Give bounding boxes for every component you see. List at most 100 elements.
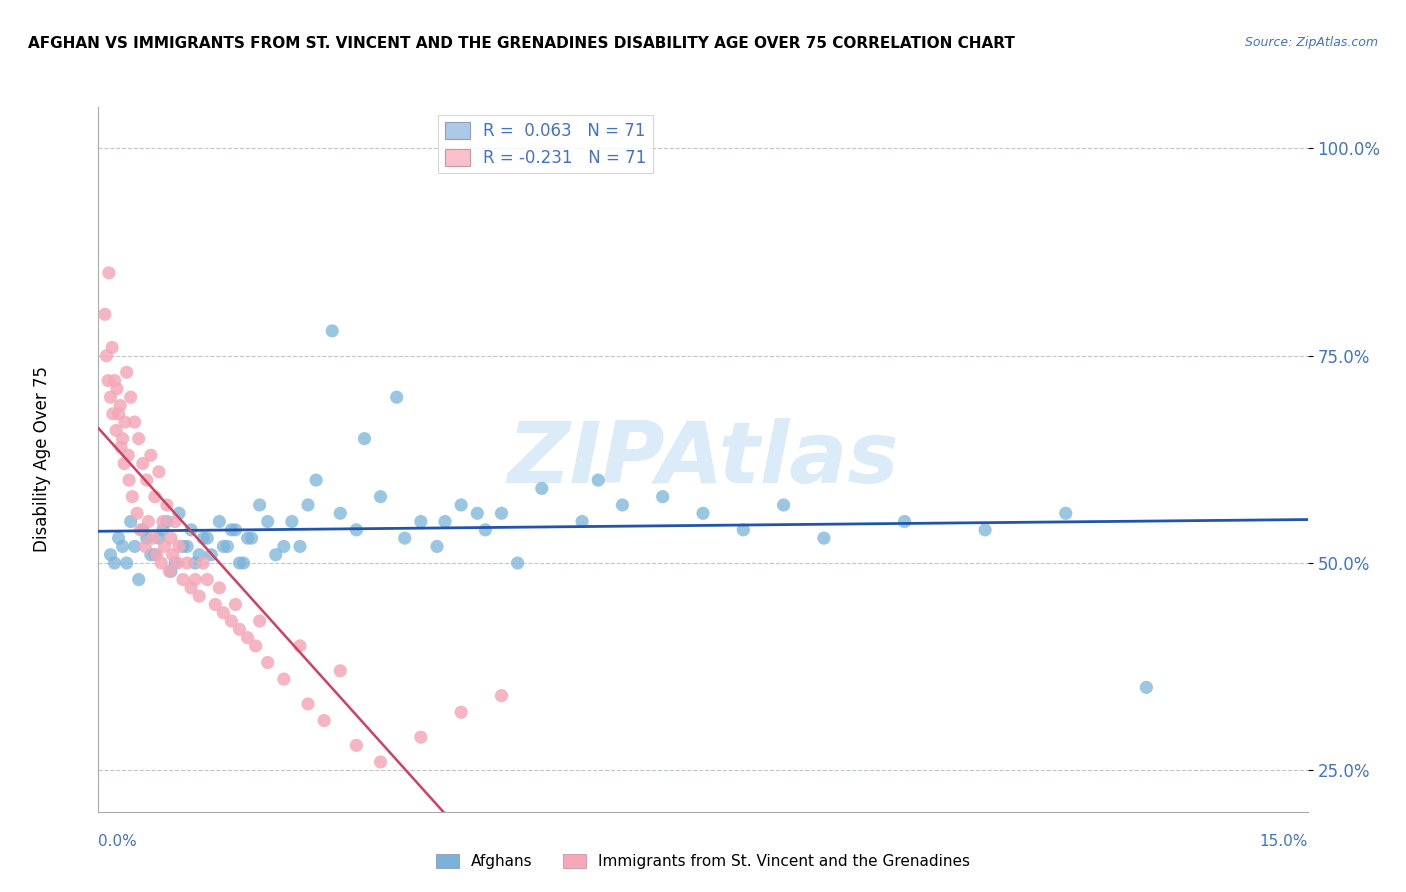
Point: [974, 523, 997, 537]
Point: [100, 548, 122, 562]
Point: [228, 556, 250, 570]
Point: [409, 730, 432, 744]
Point: [138, 515, 160, 529]
Point: [176, 556, 198, 570]
Point: [162, 548, 184, 562]
Point: [204, 598, 226, 612]
Point: [288, 639, 311, 653]
Point: [152, 523, 174, 537]
Point: [103, 374, 125, 388]
Point: [288, 540, 311, 554]
Point: [167, 506, 190, 520]
Point: [111, 540, 134, 554]
Text: ZIPAtlas: ZIPAtlas: [508, 417, 898, 501]
Point: [124, 415, 146, 429]
Point: [813, 531, 835, 545]
Point: [370, 755, 392, 769]
Point: [772, 498, 794, 512]
Point: [121, 490, 143, 504]
Point: [163, 515, 186, 529]
Point: [321, 324, 343, 338]
Text: 15.0%: 15.0%: [1260, 834, 1308, 849]
Point: [132, 523, 155, 537]
Point: [111, 432, 134, 446]
Point: [232, 556, 254, 570]
Point: [127, 506, 149, 520]
Point: [221, 614, 243, 628]
Point: [281, 515, 304, 529]
Point: [184, 573, 207, 587]
Point: [586, 473, 609, 487]
Point: [344, 739, 367, 753]
Point: [394, 531, 416, 545]
Point: [409, 515, 432, 529]
Point: [166, 556, 188, 570]
Point: [240, 531, 263, 545]
Point: [195, 573, 218, 587]
Point: [180, 581, 202, 595]
Point: [491, 506, 513, 520]
Point: [97, 374, 120, 388]
Point: [188, 589, 211, 603]
Point: [150, 556, 173, 570]
Point: [124, 540, 146, 554]
Point: [256, 515, 278, 529]
Point: [465, 506, 488, 520]
Point: [329, 664, 352, 678]
Point: [491, 689, 513, 703]
Point: [571, 515, 593, 529]
Point: [96, 349, 118, 363]
Point: [145, 548, 167, 562]
Point: [212, 606, 235, 620]
Legend: Afghans, Immigrants from St. Vincent and the Grenadines: Afghans, Immigrants from St. Vincent and…: [430, 848, 976, 875]
Point: [893, 515, 915, 529]
Point: [128, 432, 150, 446]
Legend: R =  0.063   N = 71, R = -0.231   N = 71: R = 0.063 N = 71, R = -0.231 N = 71: [439, 115, 654, 173]
Point: [297, 697, 319, 711]
Point: [733, 523, 755, 537]
Point: [249, 614, 271, 628]
Point: [148, 465, 170, 479]
Point: [107, 531, 129, 545]
Point: [426, 540, 449, 554]
Point: [172, 573, 194, 587]
Point: [450, 498, 472, 512]
Point: [160, 564, 183, 578]
Point: [94, 307, 117, 321]
Point: [245, 639, 267, 653]
Point: [273, 672, 295, 686]
Point: [184, 556, 207, 570]
Point: [110, 440, 132, 454]
Point: [200, 548, 222, 562]
Point: [142, 531, 165, 545]
Point: [128, 573, 150, 587]
Point: [163, 556, 186, 570]
Point: [135, 531, 157, 545]
Point: [139, 548, 162, 562]
Point: [264, 548, 287, 562]
Point: [188, 548, 211, 562]
Point: [101, 341, 124, 355]
Point: [115, 365, 138, 379]
Point: [353, 432, 375, 446]
Point: [120, 515, 142, 529]
Point: [221, 523, 243, 537]
Point: [114, 415, 136, 429]
Point: [112, 457, 135, 471]
Point: [129, 523, 152, 537]
Point: [153, 540, 176, 554]
Point: [297, 498, 319, 512]
Point: [172, 540, 194, 554]
Point: [167, 540, 190, 554]
Point: [108, 399, 131, 413]
Point: [195, 531, 218, 545]
Point: [329, 506, 352, 520]
Point: [305, 473, 328, 487]
Point: [193, 556, 215, 570]
Point: [100, 390, 122, 404]
Point: [224, 523, 246, 537]
Point: [160, 531, 183, 545]
Point: [530, 482, 553, 496]
Point: [314, 714, 336, 728]
Point: [434, 515, 457, 529]
